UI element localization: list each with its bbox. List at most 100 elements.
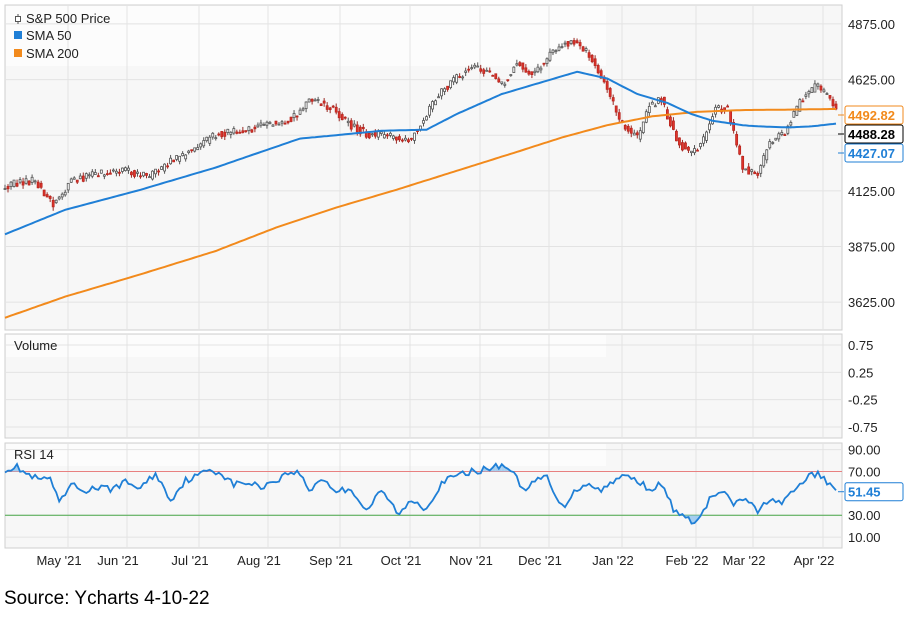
candle-body xyxy=(426,117,428,120)
candle-body xyxy=(672,121,674,129)
candle-body xyxy=(305,102,307,109)
candle-body xyxy=(392,136,394,139)
candle-body xyxy=(109,173,111,174)
volume-y-tick-label: 0.25 xyxy=(848,365,873,380)
sma200-last-value-label: 4492.82 xyxy=(848,108,895,123)
candle-body xyxy=(564,43,566,44)
candle-body xyxy=(423,120,425,123)
candle-body xyxy=(218,134,220,135)
candle-body xyxy=(687,147,689,150)
candle-body xyxy=(389,133,391,135)
candle-body xyxy=(784,135,786,136)
candle-body xyxy=(507,80,509,81)
candle-body xyxy=(146,173,148,175)
candle-body xyxy=(341,115,343,120)
candle-body xyxy=(121,168,123,171)
candle-body xyxy=(793,111,795,117)
candle-body xyxy=(173,160,175,162)
rsi-y-tick-label: 30.00 xyxy=(848,508,881,523)
candle-body xyxy=(100,170,102,173)
candle-body xyxy=(55,200,57,202)
candle-body xyxy=(139,176,141,177)
candle-body xyxy=(224,132,226,136)
candle-body xyxy=(329,108,331,110)
candle-body xyxy=(724,108,726,110)
candle-body xyxy=(573,41,575,45)
candle-body xyxy=(368,133,370,138)
candle-body xyxy=(203,140,205,145)
candle-body xyxy=(808,92,810,94)
candle-body xyxy=(540,68,542,70)
candle-body xyxy=(43,190,45,196)
candle-body xyxy=(31,177,33,182)
candle-body xyxy=(817,84,819,86)
candle-body xyxy=(693,149,695,153)
candle-body xyxy=(757,173,759,175)
candle-body xyxy=(58,197,60,199)
candle-body xyxy=(28,181,30,185)
candle-body xyxy=(558,47,560,50)
candle-body xyxy=(10,182,12,186)
candle-body xyxy=(438,97,440,98)
candle-body xyxy=(230,132,232,134)
candle-body xyxy=(742,156,744,169)
candle-body xyxy=(561,47,563,48)
candle-body xyxy=(612,98,614,101)
legend-item-price[interactable]: S&P 500 Price xyxy=(16,11,111,26)
candle-body xyxy=(468,69,470,70)
candle-body xyxy=(127,168,129,170)
volume-y-tick-label: 0.75 xyxy=(848,338,873,353)
candle-body xyxy=(766,150,768,160)
x-tick-label: Dec '21 xyxy=(518,553,562,568)
candle-body xyxy=(823,90,825,92)
volume-y-tick-label: -0.75 xyxy=(848,420,878,435)
candle-body xyxy=(811,88,813,93)
candle-body xyxy=(429,106,431,115)
candle-body xyxy=(338,112,340,118)
x-tick-label: Sep '21 xyxy=(309,553,353,568)
candle-body xyxy=(591,55,593,61)
candle-body xyxy=(263,124,265,125)
candle-body xyxy=(233,129,235,134)
candle-body xyxy=(775,138,777,140)
candle-body xyxy=(52,200,54,206)
candle-body xyxy=(432,102,434,109)
candle-body xyxy=(185,155,187,159)
candle-body xyxy=(709,124,711,130)
sma50-swatch-icon xyxy=(14,31,22,39)
candle-body xyxy=(200,144,202,147)
candle-body xyxy=(164,164,166,171)
candle-body xyxy=(624,125,626,129)
candle-body xyxy=(170,158,172,164)
x-tick-label: Mar '22 xyxy=(723,553,766,568)
candle-body xyxy=(718,106,720,108)
candle-body xyxy=(299,110,301,114)
candle-body xyxy=(633,133,635,135)
candle-body xyxy=(594,59,596,66)
candle-body xyxy=(314,100,316,101)
candle-body xyxy=(754,172,756,174)
legend-label-sma200: SMA 200 xyxy=(26,46,79,61)
candle-body xyxy=(335,107,337,112)
candle-body xyxy=(814,84,816,92)
candle-body xyxy=(492,75,494,76)
candle-body xyxy=(227,129,229,132)
candle-body xyxy=(796,106,798,115)
candle-body xyxy=(703,137,705,143)
rsi-last-value-label: 51.45 xyxy=(848,485,881,500)
candle-body xyxy=(829,96,831,99)
candle-body xyxy=(474,65,476,67)
candle-body xyxy=(13,180,15,186)
candle-body xyxy=(85,174,87,179)
candle-body xyxy=(290,117,292,121)
candle-body xyxy=(64,192,66,195)
candle-body xyxy=(383,135,385,138)
price-y-tick-label: 3875.00 xyxy=(848,240,895,255)
candle-body xyxy=(70,179,72,182)
candle-body xyxy=(194,148,196,151)
candle-body xyxy=(260,123,262,125)
candle-body xyxy=(585,49,587,51)
candle-body xyxy=(588,53,590,58)
candle-body xyxy=(257,125,259,127)
candle-body xyxy=(245,131,247,132)
